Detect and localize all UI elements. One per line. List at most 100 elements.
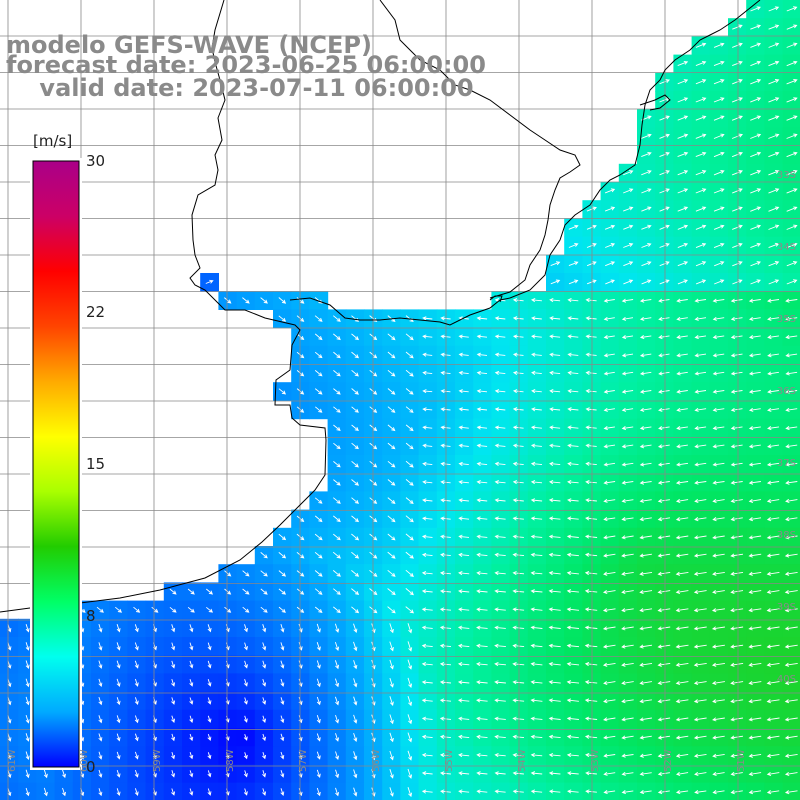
wind-arrow <box>334 623 340 633</box>
wind-arrow <box>25 624 30 633</box>
wind-arrow <box>566 698 579 703</box>
wind-arrow <box>530 443 542 448</box>
wind-arrow <box>712 517 725 522</box>
wind-arrow <box>785 389 798 394</box>
wind-arrow <box>639 553 652 558</box>
wind-arrow <box>694 298 707 303</box>
wind-arrow <box>785 498 798 504</box>
wind-arrow <box>530 734 543 739</box>
wind-arrow <box>784 753 798 758</box>
wind-arrow <box>693 662 707 667</box>
field-cell <box>782 782 800 800</box>
wind-arrow <box>621 717 634 722</box>
wind-arrow <box>585 297 597 303</box>
wind-arrow <box>659 242 670 248</box>
wind-arrow <box>786 170 798 176</box>
wind-arrow <box>621 407 634 412</box>
wind-arrow <box>550 261 561 267</box>
wind-arrow <box>567 425 579 430</box>
wind-arrow <box>387 351 396 359</box>
wind-arrow <box>694 498 707 504</box>
wind-arrow <box>604 188 616 194</box>
wind-arrow <box>603 553 616 558</box>
wind-arrow <box>584 625 598 630</box>
wind-arrow <box>314 570 323 577</box>
wind-arrow <box>750 6 761 12</box>
wind-arrow <box>621 389 634 394</box>
wind-arrow <box>421 570 433 576</box>
wind-arrow <box>98 751 103 760</box>
wind-arrow <box>693 644 707 649</box>
wind-arrow <box>530 716 543 721</box>
wind-arrow <box>280 751 285 760</box>
wind-arrow <box>98 660 103 669</box>
wind-arrow <box>585 516 598 521</box>
wind-arrow <box>314 515 323 523</box>
wind-arrow <box>785 407 798 412</box>
wind-arrow <box>116 642 121 651</box>
wind-arrow <box>353 714 358 724</box>
wind-arrow <box>351 551 360 559</box>
wind-arrow <box>657 771 670 776</box>
wind-arrow <box>784 626 798 631</box>
wind-arrow <box>766 608 780 613</box>
wind-arrow <box>712 771 725 777</box>
wind-arrow <box>694 407 707 412</box>
wind-arrow <box>603 735 616 740</box>
wind-arrow <box>658 335 670 340</box>
wind-arrow <box>333 497 341 504</box>
wind-arrow <box>639 735 652 740</box>
wind-arrow <box>389 732 394 743</box>
wind-arrow <box>262 678 267 687</box>
wind-arrow <box>314 370 323 377</box>
wind-arrow <box>695 133 707 139</box>
wind-arrow <box>189 660 194 669</box>
wind-arrow <box>567 479 579 485</box>
wind-arrow <box>316 733 321 742</box>
wind-arrow <box>458 480 469 485</box>
wind-arrow <box>548 643 561 648</box>
wind-arrow <box>732 261 743 267</box>
wind-arrow <box>768 224 780 230</box>
wind-arrow <box>335 787 340 797</box>
wind-arrow <box>784 717 798 722</box>
wind-arrow <box>549 316 561 321</box>
wind-arrow <box>767 316 780 321</box>
wind-arrow <box>476 516 488 521</box>
wind-arrow <box>585 425 597 430</box>
wind-arrow <box>768 6 780 12</box>
wind-arrow <box>494 698 506 703</box>
wind-arrow <box>567 352 579 357</box>
wind-arrow <box>766 480 780 485</box>
wind-arrow <box>641 133 652 139</box>
wind-arrow <box>586 261 597 267</box>
wind-arrow <box>476 407 488 412</box>
wind-arrow <box>786 224 798 230</box>
wind-arrow <box>712 480 725 485</box>
wind-arrow <box>421 534 433 539</box>
wind-arrow <box>98 769 103 778</box>
wind-arrow <box>639 462 652 467</box>
wind-arrow <box>530 643 543 648</box>
wind-arrow <box>694 371 707 376</box>
wind-arrow <box>189 624 194 633</box>
wind-arrow <box>476 498 488 503</box>
wind-arrow <box>548 570 561 576</box>
lat-label-33s: 33S <box>776 170 796 181</box>
wind-arrow <box>675 735 689 740</box>
wind-arrow <box>548 552 561 557</box>
wind-arrow <box>494 352 506 357</box>
wind-arrow <box>207 752 212 760</box>
wind-arrow <box>224 297 232 304</box>
wind-arrow <box>421 643 433 648</box>
wind-arrow <box>353 660 358 670</box>
wind-arrow <box>476 698 488 703</box>
wind-arrow <box>332 551 341 559</box>
wind-arrow <box>116 660 121 669</box>
wind-arrow <box>657 480 670 485</box>
wind-arrow <box>732 188 743 194</box>
wind-arrow <box>548 752 561 758</box>
wind-arrow <box>207 770 212 778</box>
wind-arrow <box>694 790 707 795</box>
wind-arrow <box>224 588 232 595</box>
